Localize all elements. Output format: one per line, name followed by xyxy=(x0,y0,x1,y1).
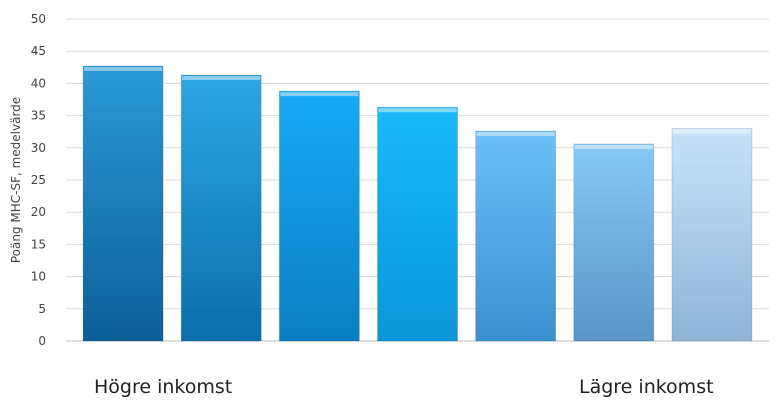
y-tick-label: 20 xyxy=(31,205,46,219)
annotation-left: Högre inkomst xyxy=(94,376,233,398)
y-tick-label: 25 xyxy=(31,173,46,187)
bar-group xyxy=(180,74,262,342)
bar-group xyxy=(377,106,458,342)
bar xyxy=(671,127,753,342)
y-tick-label: 30 xyxy=(31,141,46,155)
bar-highlight xyxy=(378,108,457,113)
y-tick-label: 5 xyxy=(38,302,46,316)
bar-group xyxy=(475,130,557,342)
bar-highlight xyxy=(672,129,751,134)
y-axis-ticks: 0 5 10 15 20 25 30 35 40 45 50 xyxy=(31,12,46,348)
bar-group xyxy=(671,127,753,342)
annotation-right: Lägre inkomst xyxy=(579,376,714,398)
bar-group xyxy=(573,143,655,342)
y-tick-label: 15 xyxy=(31,237,46,251)
y-tick-label: 0 xyxy=(38,334,46,348)
y-tick-label: 40 xyxy=(31,76,46,90)
y-axis-label: Poäng MHC-SF, medelvärde xyxy=(9,97,23,263)
bar xyxy=(377,106,458,342)
bar xyxy=(475,130,557,342)
bar-group xyxy=(278,90,360,342)
y-tick-label: 10 xyxy=(31,270,46,284)
bar-highlight xyxy=(280,92,359,97)
bar xyxy=(180,74,262,342)
bar-group xyxy=(82,65,164,342)
bar-highlight xyxy=(182,76,261,81)
bar-highlight xyxy=(84,67,163,72)
bar xyxy=(82,65,164,342)
y-tick-label: 50 xyxy=(31,12,46,26)
bar xyxy=(278,90,360,342)
y-tick-label: 35 xyxy=(31,109,46,123)
y-tick-label: 45 xyxy=(31,44,46,58)
bar-highlight xyxy=(476,132,555,137)
bars xyxy=(82,65,753,342)
bar xyxy=(573,143,655,342)
bar-highlight xyxy=(574,144,653,149)
